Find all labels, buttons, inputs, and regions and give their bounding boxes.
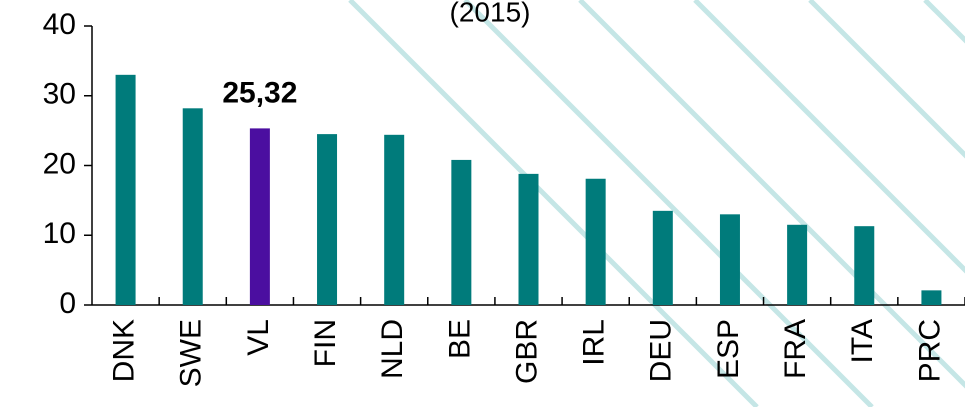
bar bbox=[652, 210, 673, 305]
bar bbox=[585, 178, 606, 305]
bar bbox=[518, 173, 539, 305]
x-tick-label: FRA bbox=[779, 319, 812, 379]
bar bbox=[451, 159, 472, 305]
x-tick-label: VL bbox=[242, 319, 275, 356]
y-tick-label: 10 bbox=[43, 217, 76, 250]
y-tick-label: 40 bbox=[43, 8, 76, 41]
bar bbox=[115, 74, 136, 305]
x-tick-label: NLD bbox=[376, 319, 409, 379]
x-tick-label: ITA bbox=[846, 319, 879, 363]
x-tick-label: DNK bbox=[107, 319, 140, 382]
bar bbox=[182, 108, 203, 306]
y-tick-label: 20 bbox=[43, 147, 76, 180]
x-tick-label: DEU bbox=[645, 319, 678, 382]
bar bbox=[921, 290, 942, 305]
bar bbox=[719, 214, 740, 305]
bar bbox=[384, 134, 405, 305]
bar bbox=[249, 128, 270, 305]
bar bbox=[317, 134, 338, 305]
bar bbox=[854, 226, 875, 305]
background-hatch bbox=[348, 0, 965, 407]
x-tick-label: ESP bbox=[712, 319, 745, 379]
x-tick-label: IRL bbox=[578, 319, 611, 366]
value-label: 25,32 bbox=[222, 76, 297, 109]
x-tick-label: SWE bbox=[175, 319, 208, 387]
y-tick-label: 0 bbox=[59, 287, 76, 320]
x-tick-label: BE bbox=[443, 319, 476, 359]
bar bbox=[787, 224, 808, 305]
y-tick-label: 30 bbox=[43, 78, 76, 111]
chart-title: (2015) bbox=[450, 0, 531, 27]
x-tick-label: PRC bbox=[913, 319, 946, 382]
x-tick-label: GBR bbox=[510, 319, 543, 384]
x-tick-label: FIN bbox=[309, 319, 342, 367]
